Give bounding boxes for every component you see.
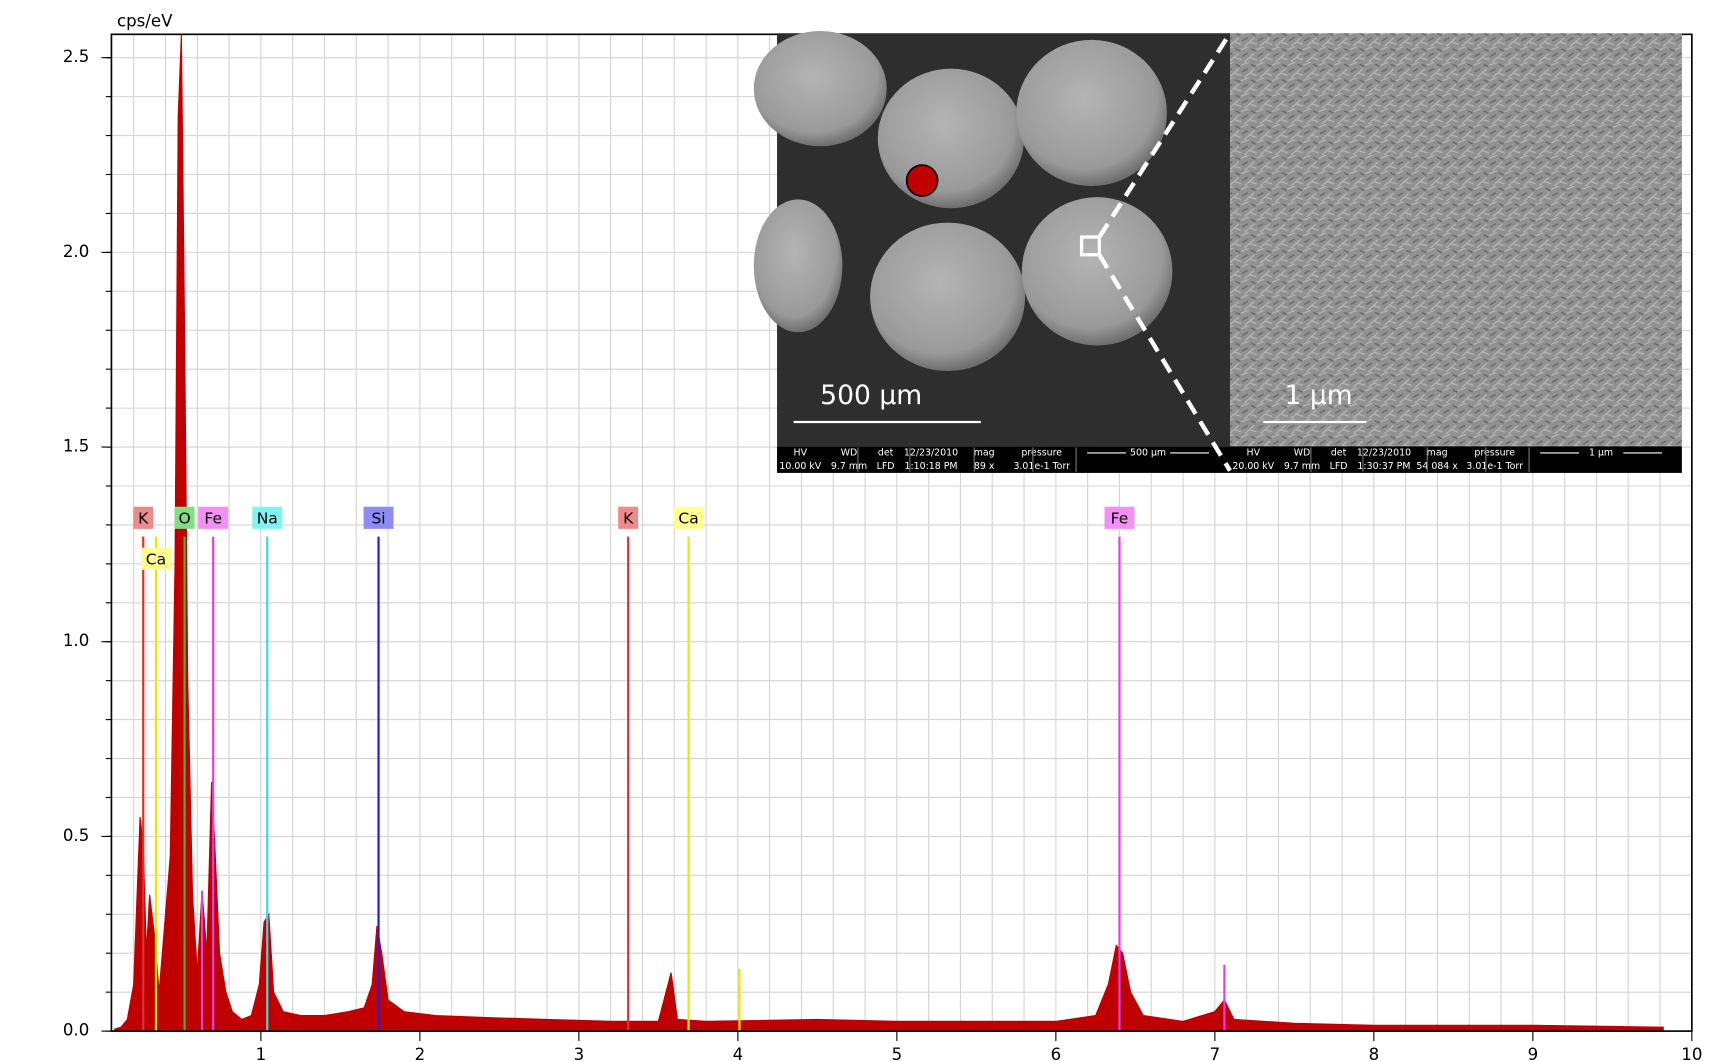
element-label: K — [623, 509, 634, 527]
info-value: 9.7 mm — [831, 461, 867, 472]
sem-particle — [754, 31, 887, 146]
info-value: 9.7 mm — [1284, 461, 1320, 472]
element-label: O — [178, 509, 190, 527]
info-value: 3.01e-1 Torr — [1013, 461, 1070, 472]
scale-label: 1 μm — [1285, 380, 1353, 411]
x-tick-label: 1 — [256, 1045, 267, 1061]
sem-particle — [878, 69, 1024, 209]
y-tick-label: 0.5 — [63, 826, 89, 845]
element-label: Fe — [204, 509, 222, 527]
x-tick-label: 3 — [574, 1045, 585, 1061]
info-header: HV — [794, 447, 808, 458]
sem-inset-right: 1 μm — [1230, 33, 1682, 473]
info-header: mag — [1427, 447, 1448, 458]
info-value: 10.00 kV — [779, 461, 821, 472]
sem-particle — [870, 223, 1025, 371]
info-value: 1:10:18 PM — [904, 461, 957, 472]
info-header: pressure — [1474, 447, 1515, 458]
info-header: pressure — [1021, 447, 1062, 458]
element-label: Fe — [1111, 509, 1129, 527]
element-label: K — [138, 509, 149, 527]
info-scale: 1 μm — [1589, 447, 1613, 458]
y-tick-label: 2.5 — [63, 47, 89, 66]
info-header: WD — [841, 447, 858, 458]
x-tick-label: 9 — [1528, 1045, 1539, 1061]
info-scale: 500 μm — [1130, 447, 1166, 458]
element-label: Na — [257, 509, 278, 527]
element-label: Ca — [146, 550, 166, 568]
y-tick-label: 0.0 — [63, 1021, 89, 1040]
x-tick-label: 7 — [1210, 1045, 1221, 1061]
y-tick-label: 1.0 — [63, 631, 89, 650]
info-value: 54 084 x — [1416, 461, 1458, 472]
x-tick-label: 2 — [415, 1045, 426, 1061]
info-header: mag — [974, 447, 995, 458]
element-label: Ca — [678, 509, 698, 527]
info-value: LFD — [877, 461, 895, 472]
info-value: 1:30:37 PM — [1357, 461, 1410, 472]
analysis-point — [907, 165, 938, 196]
x-tick-label: 6 — [1051, 1045, 1062, 1061]
info-value: 3.01e-1 Torr — [1466, 461, 1523, 472]
sem-particle — [1022, 197, 1173, 345]
y-tick-label: 1.5 — [63, 437, 89, 456]
info-header: WD — [1294, 447, 1311, 458]
x-tick-label: 4 — [733, 1045, 744, 1061]
sem-inset-left: 500 μm — [754, 31, 1230, 473]
info-header: 12/23/2010 — [904, 447, 958, 458]
scale-label: 500 μm — [820, 380, 922, 411]
y-axis-label: cps/eV — [117, 12, 173, 31]
x-tick-label: 10 — [1681, 1045, 1702, 1061]
info-value: 20.00 kV — [1232, 461, 1274, 472]
info-header: det — [1331, 447, 1347, 458]
y-tick-label: 2.0 — [63, 242, 89, 261]
element-label: Si — [371, 509, 385, 527]
info-value: 89 x — [974, 461, 995, 472]
info-value: LFD — [1330, 461, 1348, 472]
sem-particle — [754, 199, 843, 332]
x-tick-label: 8 — [1369, 1045, 1380, 1061]
chart: cps/eV 0.0 0.5 1.0 1.5 2.0 2.5 1 2 3 4 5 6 7 8 9 10 500… — [0, 0, 1718, 1061]
info-header: HV — [1247, 447, 1261, 458]
info-header: det — [878, 447, 894, 458]
x-tick-label: 5 — [892, 1045, 903, 1061]
info-header: 12/23/2010 — [1357, 447, 1411, 458]
